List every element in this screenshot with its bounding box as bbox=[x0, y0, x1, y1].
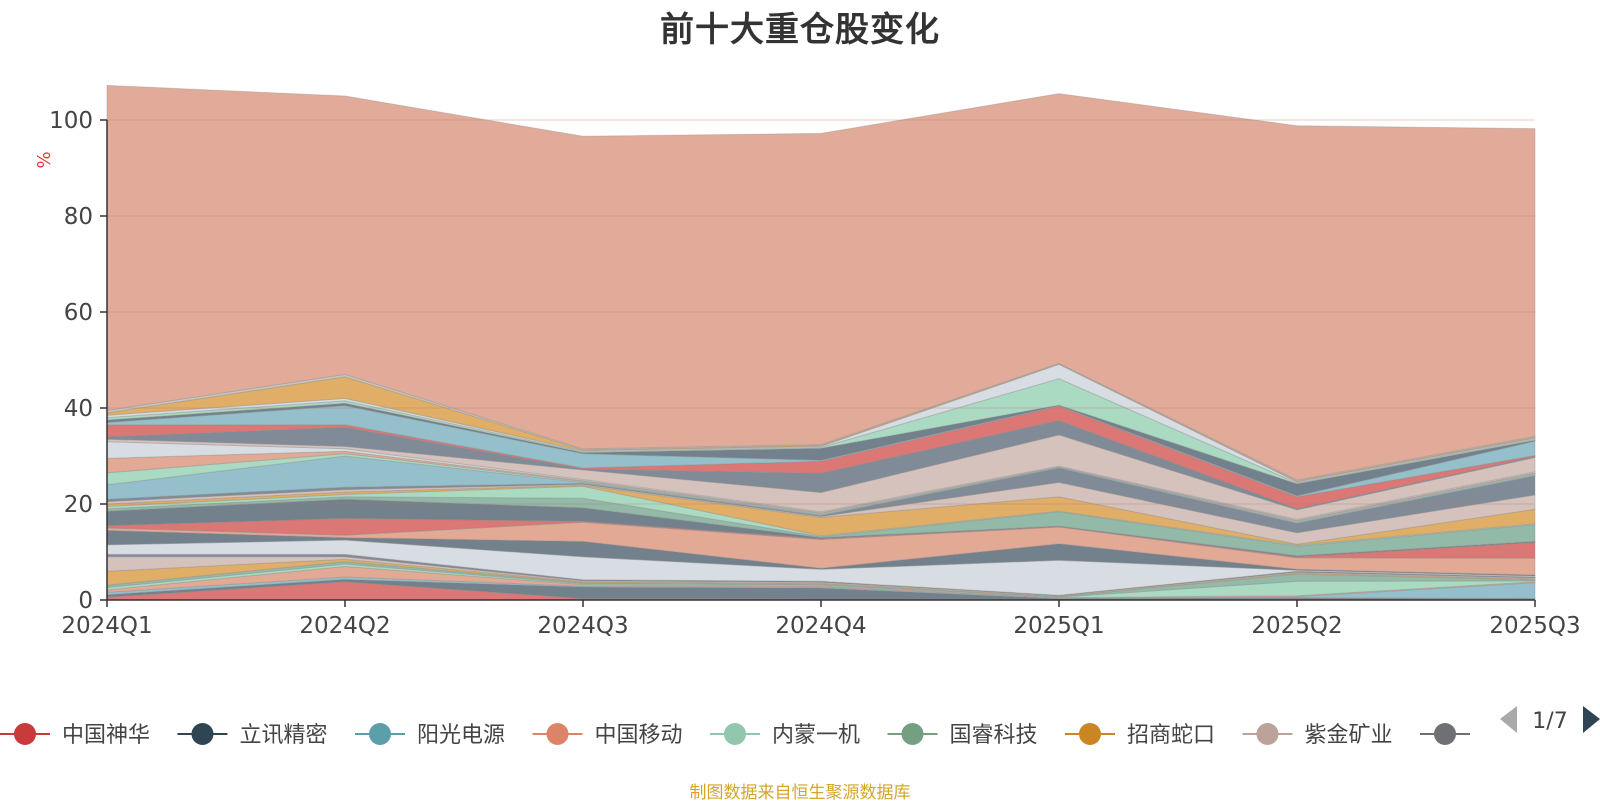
legend-label: 阳光电源 bbox=[417, 723, 505, 748]
x-tick-label: 2025Q2 bbox=[1251, 613, 1342, 639]
area-series-21[interactable] bbox=[106, 453, 1536, 523]
area-series-27[interactable] bbox=[106, 405, 1536, 498]
area-series-15[interactable] bbox=[106, 496, 1536, 557]
legend-label: 国睿科技 bbox=[950, 723, 1038, 748]
legend-marker-icon bbox=[901, 723, 924, 745]
area-series-32[interactable] bbox=[106, 362, 1536, 482]
legend[interactable]: 中国神华 立讯精密 阳光电源 中国移动 内蒙一机 国睿科技 招商蛇口 紫金矿业 洛阳钼业 bbox=[0, 723, 1570, 748]
legend-item[interactable]: 内蒙一机 bbox=[710, 723, 860, 748]
legend-marker-icon bbox=[724, 723, 746, 745]
x-tick-label: 2024Q3 bbox=[537, 613, 628, 639]
y-tick-label: 0 bbox=[78, 588, 93, 614]
y-tick-label: 60 bbox=[64, 300, 93, 326]
legend-marker-icon bbox=[1256, 723, 1279, 745]
area-series-10[interactable] bbox=[106, 539, 1536, 596]
legend-marker-icon bbox=[1079, 723, 1101, 745]
area-series-33[interactable] bbox=[106, 84, 1536, 481]
area-series-9[interactable] bbox=[106, 553, 1536, 597]
legend-item[interactable]: 招商蛇口 bbox=[1065, 723, 1215, 748]
legend-marker-icon bbox=[546, 723, 569, 745]
area-series-31[interactable] bbox=[106, 363, 1536, 483]
area-series-12[interactable] bbox=[106, 521, 1536, 576]
y-tick-label: 20 bbox=[64, 492, 93, 518]
legend-item[interactable]: 阳光电源 bbox=[355, 723, 505, 748]
area-series-18[interactable] bbox=[106, 481, 1536, 545]
grid-lines bbox=[107, 119, 1535, 505]
area-series-13[interactable] bbox=[106, 517, 1536, 559]
axes: 0 20 40 60 80 100 2024Q1 2024Q2 2024Q3 2024Q4 2025… bbox=[49, 108, 1581, 639]
y-tick-label: 100 bbox=[49, 108, 93, 134]
legend-item[interactable]: 洛阳钼业 bbox=[1420, 723, 1570, 748]
legend-item[interactable]: 国睿科技 bbox=[887, 723, 1038, 748]
legend-marker-icon bbox=[14, 723, 36, 745]
area-series-4[interactable] bbox=[106, 565, 1536, 599]
legend-label: 招商蛇口 bbox=[1127, 723, 1215, 748]
legend-label: 立讯精密 bbox=[240, 723, 328, 748]
legend-item[interactable]: 中国神华 bbox=[0, 723, 150, 748]
area-series-22[interactable] bbox=[106, 450, 1536, 522]
legend-label: 紫金矿业 bbox=[1305, 723, 1393, 748]
area-series-group bbox=[106, 84, 1536, 601]
x-tick-label: 2025Q1 bbox=[1013, 613, 1104, 639]
legend-item[interactable]: 立讯精密 bbox=[177, 723, 328, 748]
legend-label: 中国神华 bbox=[62, 723, 150, 748]
area-series-20[interactable] bbox=[106, 455, 1536, 524]
legend-item[interactable]: 紫金矿业 bbox=[1242, 723, 1393, 748]
y-axis-label: % bbox=[34, 151, 55, 168]
legend-page-indicator: 1/7 bbox=[1532, 709, 1567, 734]
legend-label: 中国移动 bbox=[595, 723, 683, 748]
area-series-17[interactable] bbox=[106, 484, 1536, 546]
legend-prev-icon[interactable] bbox=[1500, 706, 1517, 733]
area-series-7[interactable] bbox=[106, 558, 1536, 598]
area-series-19[interactable] bbox=[106, 467, 1536, 534]
area-series-5[interactable] bbox=[106, 563, 1536, 599]
source-note: 制图数据来自恒生聚源数据库 bbox=[689, 783, 911, 803]
x-tick-label: 2025Q3 bbox=[1489, 613, 1580, 639]
legend-marker-icon bbox=[1434, 723, 1456, 745]
y-tick-label: 40 bbox=[64, 396, 93, 422]
area-series-16[interactable] bbox=[106, 485, 1536, 547]
x-tick-label: 2024Q1 bbox=[61, 613, 152, 639]
x-tick-label: 2024Q4 bbox=[775, 613, 866, 639]
y-tick-label: 80 bbox=[64, 204, 93, 230]
area-series-23[interactable] bbox=[106, 441, 1536, 521]
area-series-14[interactable] bbox=[106, 498, 1536, 558]
legend-next-icon[interactable] bbox=[1583, 706, 1600, 733]
legend-marker-icon bbox=[191, 723, 214, 745]
legend-label: 内蒙一机 bbox=[772, 723, 860, 748]
legend-pager[interactable]: 1/7 bbox=[1500, 706, 1600, 734]
area-series-6[interactable] bbox=[106, 561, 1536, 598]
chart-title: 前十大重仓股变化 bbox=[660, 10, 940, 50]
legend-marker-icon bbox=[369, 723, 391, 745]
area-series-8[interactable] bbox=[106, 556, 1536, 597]
x-tick-label: 2024Q2 bbox=[299, 613, 390, 639]
area-series-3[interactable] bbox=[106, 576, 1536, 600]
legend-item[interactable]: 中国移动 bbox=[532, 723, 683, 748]
